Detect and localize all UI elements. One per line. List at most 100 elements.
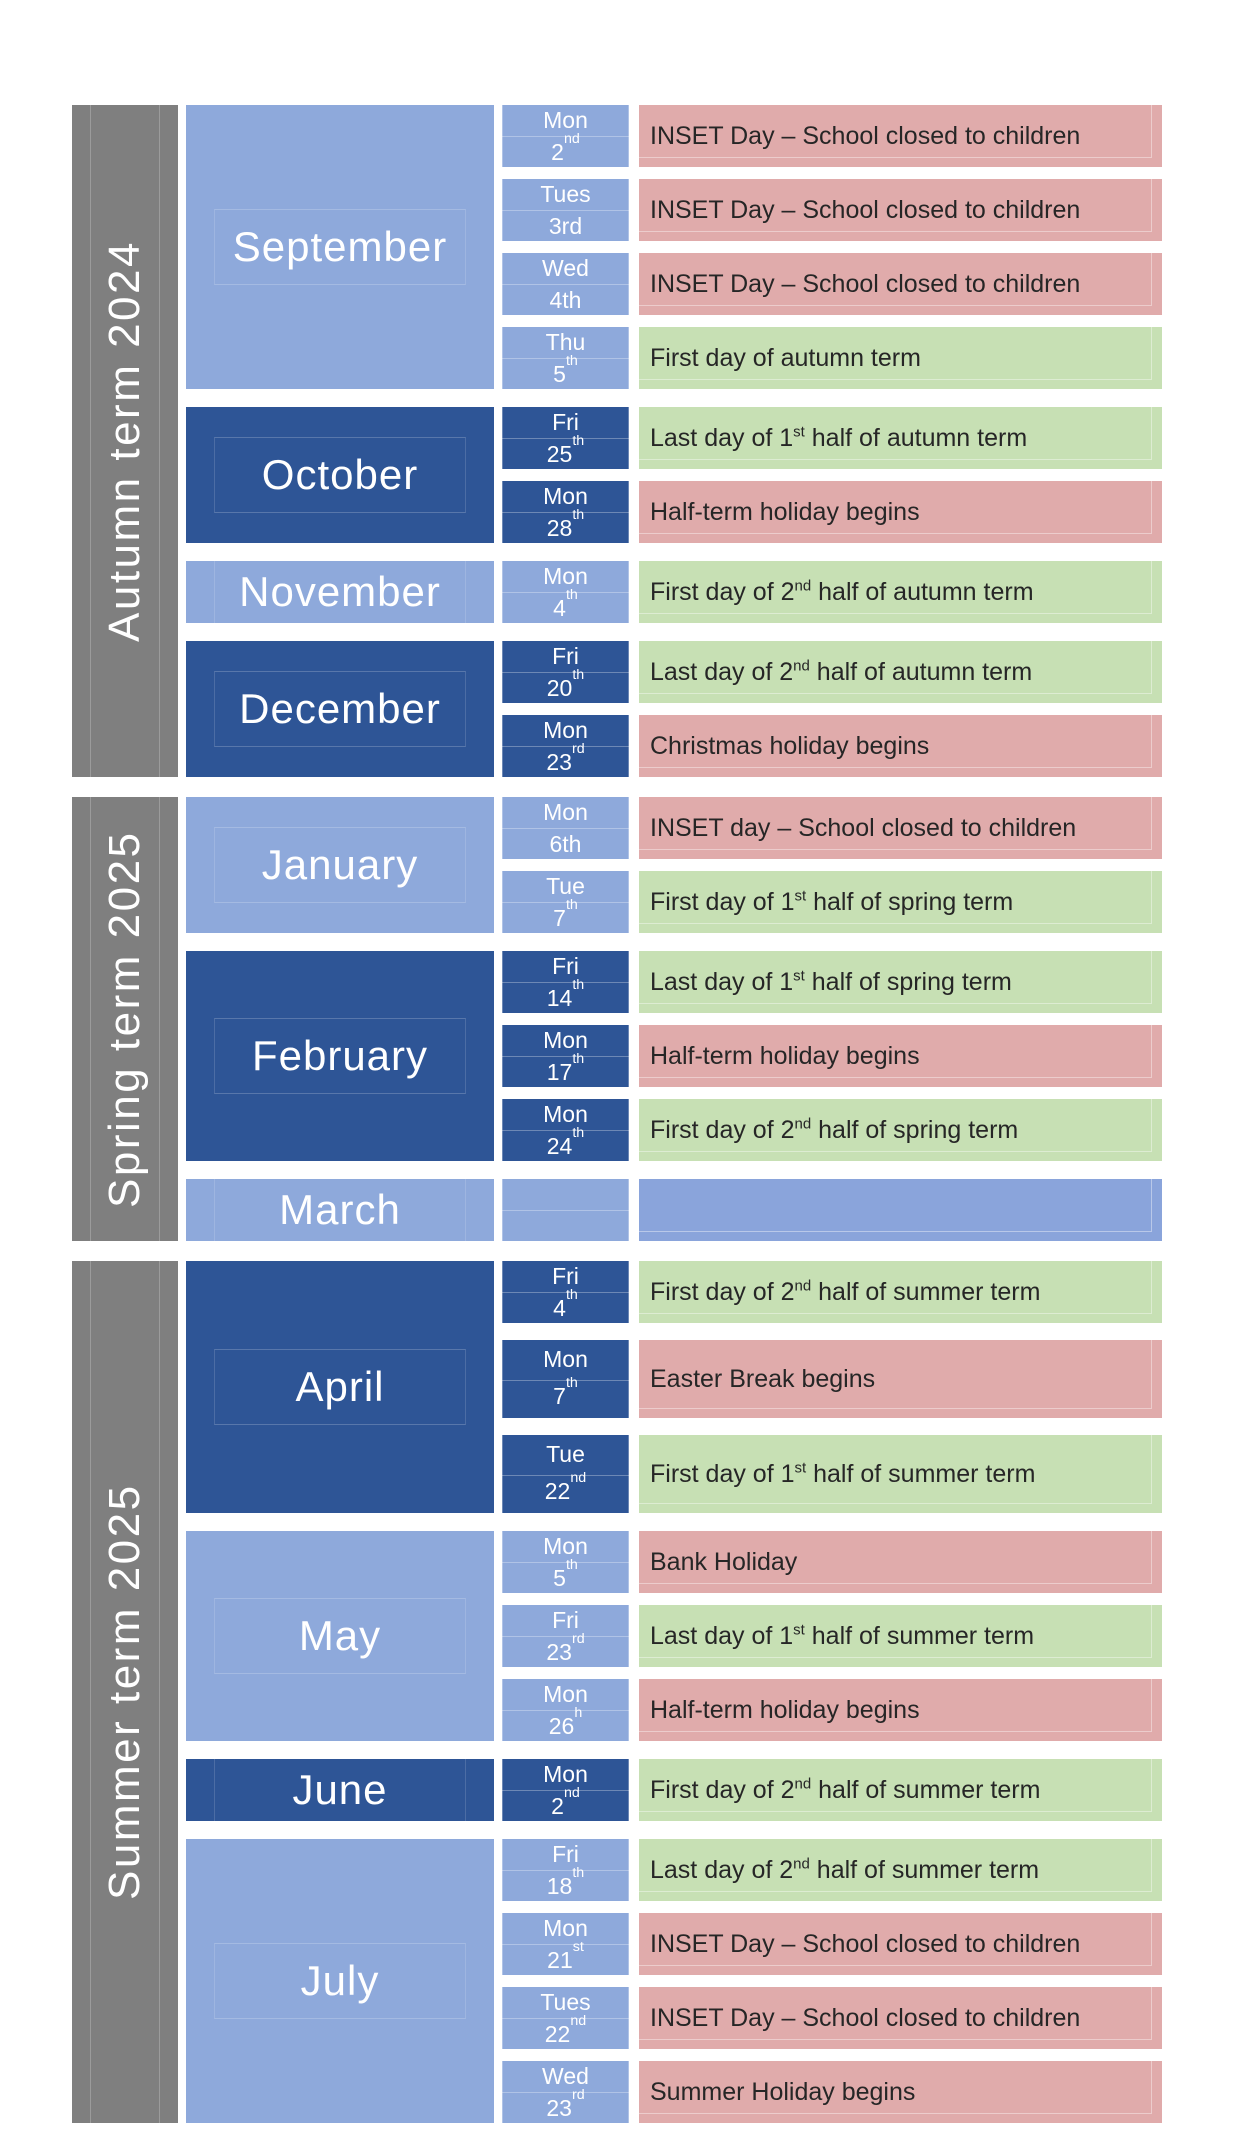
text-segment: INSET day – School closed to children [650,813,1077,842]
ordinal-suffix: st [794,887,807,905]
text-segment: Half-term holiday begins [650,497,920,526]
month-box-october: October [186,407,494,543]
event-label: Bank Holiday [650,1548,797,1577]
date-value: 26 h [548,1705,583,1740]
month-label: October [261,451,419,498]
term-bar-spring-term-2025: Spring term 2025 [72,797,178,1241]
term-label: Autumn term 2024 [100,240,149,642]
text-segment: half of summer term [806,1459,1036,1488]
date-day: Tues [502,179,629,212]
date-number: 2 [551,139,564,166]
date-number: 20 [546,675,573,702]
text-segment: Half-term holiday begins [650,1041,920,1070]
date-number: 23 [546,2095,572,2122]
event-bar: Bank Holiday [639,1531,1162,1593]
text-segment: Summer Holiday begins [650,2077,916,2106]
ordinal-suffix: st [794,1459,807,1477]
date-number: 4 [553,595,566,622]
text-segment: half of summer term [804,1621,1035,1650]
text-segment: Half-term holiday begins [650,1695,920,1724]
date-day: Fri [502,407,629,440]
event-label: Christmas holiday begins [650,732,929,761]
date-number: 18 [546,1873,573,1900]
date-ordinal-suffix: th [562,287,582,314]
event-bar: Last day of 2nd half of summer term [639,1839,1162,1901]
text-segment: First day of 1 [650,1459,795,1488]
text-segment: half of summer term [809,1855,1040,1884]
date-day: Mon [502,561,629,594]
event-bar: INSET Day – School closed to children [639,1987,1162,2049]
date-day: Mon [502,715,629,748]
event-bar: Last day of 1st half of spring term [639,951,1162,1013]
event-bar: Half-term holiday begins [639,1679,1162,1741]
text-segment: half of spring term [806,887,1014,916]
date-number: 4 [553,1295,566,1322]
event-label: Last day of 1st half of autumn term [650,424,1027,453]
text-segment: INSET Day – School closed to children [650,1929,1081,1958]
date-day: Mon [502,1759,629,1792]
term-label: Spring term 2025 [100,830,149,1208]
date-day: Fri [502,1605,629,1638]
event-label: First day of 2nd half of spring term [650,1116,1018,1145]
event-label: First day of 1st half of summer term [650,1460,1035,1489]
date-day [502,1179,629,1212]
date-day: Mon [502,1099,629,1132]
event-bar: First day of autumn term [639,327,1162,389]
text-segment: Last day of 1 [650,1621,794,1650]
text-segment: Last day of 1 [650,423,794,452]
date-number: 21 [547,1947,573,1974]
event-label: Easter Break begins [650,1365,875,1394]
date-box-may-mon-26h: Mon 26 h [502,1679,629,1741]
date-day: Tue [502,871,629,904]
date-number: 6 [549,831,563,858]
text-segment: First day of 2 [650,1277,795,1306]
month-label: December [239,685,441,732]
event-bar: First day of 2nd half of summer term [639,1261,1162,1323]
event-label: First day of autumn term [650,344,921,373]
event-label: INSET Day – School closed to children [650,196,1080,225]
event-label: Last day of 1st half of summer term [650,1622,1034,1651]
event-bar: Half-term holiday begins [639,481,1162,543]
text-segment: INSET Day – School closed to children [650,2003,1081,2032]
ordinal-suffix: nd [793,657,810,675]
event-bar: Summer Holiday begins [639,2061,1162,2123]
date-day: Thu [502,327,629,360]
date-day: Wed [502,253,629,286]
date-number: 14 [546,985,573,1012]
month-box-march: March [186,1172,494,1248]
event-label: Last day of 2nd half of autumn term [650,658,1032,687]
text-segment: First day of 2 [650,577,795,606]
text-segment: First day of 2 [650,1775,795,1804]
date-day: Mon [502,1531,629,1564]
date-day: Mon [502,1025,629,1058]
event-bar-empty [639,1179,1162,1241]
text-segment: Last day of 1 [650,967,794,996]
ordinal-suffix: nd [794,577,812,595]
date-number: 24 [546,1133,573,1160]
event-bar: First day of 2nd half of summer term [639,1759,1162,1821]
